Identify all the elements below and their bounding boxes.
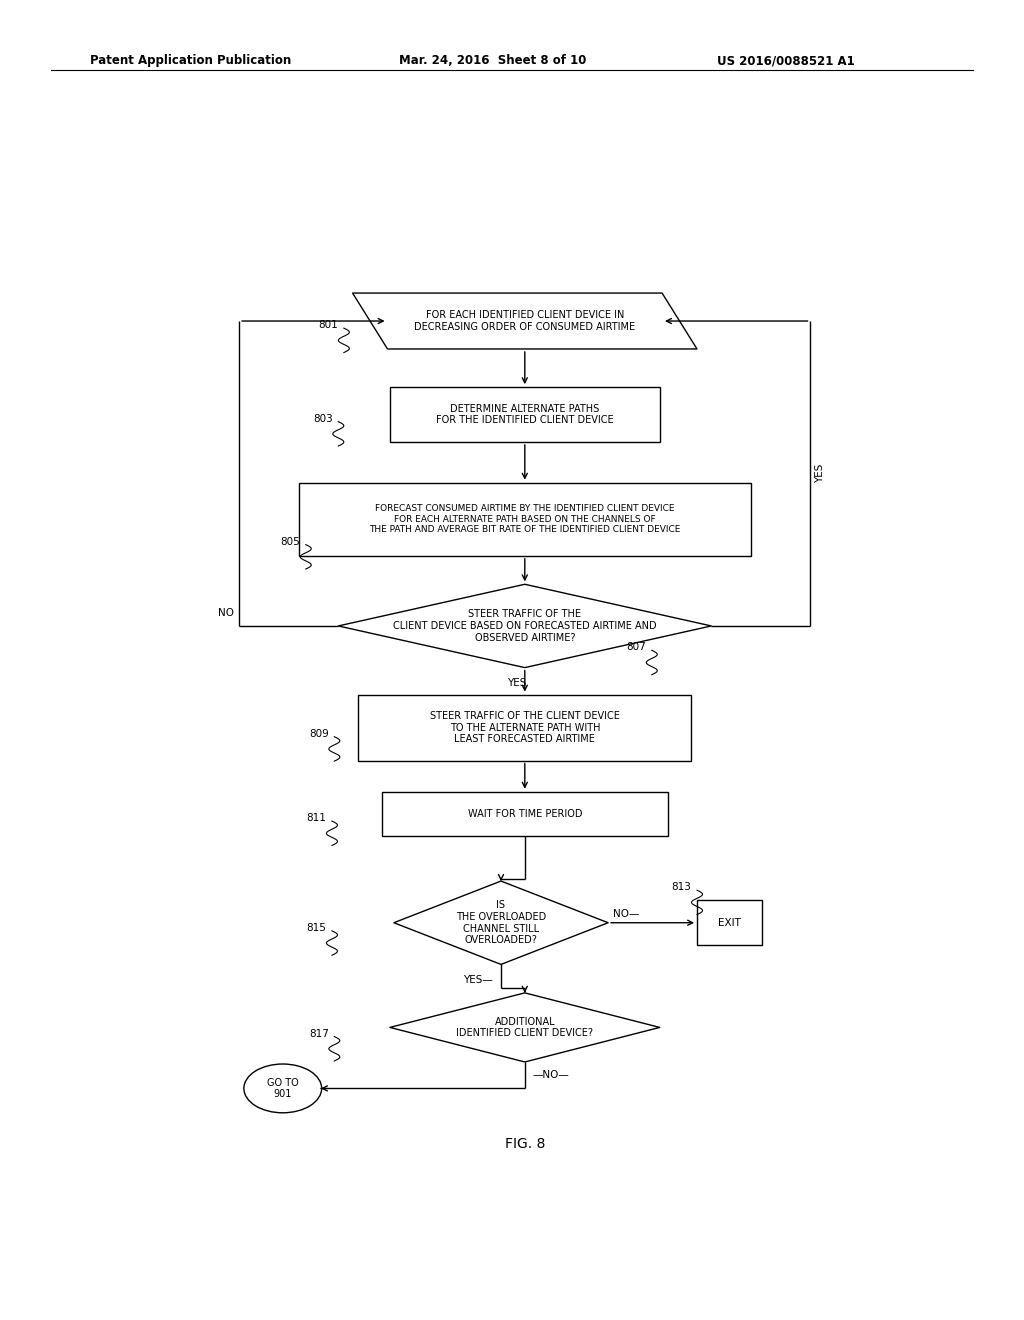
Text: Mar. 24, 2016  Sheet 8 of 10: Mar. 24, 2016 Sheet 8 of 10 xyxy=(399,54,587,67)
Text: NO—: NO— xyxy=(613,908,639,919)
Bar xyxy=(390,387,659,442)
Text: 815: 815 xyxy=(306,923,327,933)
Bar xyxy=(299,483,751,556)
Text: YES: YES xyxy=(507,677,526,688)
Bar xyxy=(358,694,691,760)
Text: EXIT: EXIT xyxy=(718,917,741,928)
Text: WAIT FOR TIME PERIOD: WAIT FOR TIME PERIOD xyxy=(468,809,582,818)
Text: IS
THE OVERLOADED
CHANNEL STILL
OVERLOADED?: IS THE OVERLOADED CHANNEL STILL OVERLOAD… xyxy=(456,900,546,945)
Text: YES: YES xyxy=(815,463,825,483)
Text: DETERMINE ALTERNATE PATHS
FOR THE IDENTIFIED CLIENT DEVICE: DETERMINE ALTERNATE PATHS FOR THE IDENTI… xyxy=(436,404,613,425)
Text: STEER TRAFFIC OF THE
CLIENT DEVICE BASED ON FORECASTED AIRTIME AND
OBSERVED AIRT: STEER TRAFFIC OF THE CLIENT DEVICE BASED… xyxy=(393,610,656,643)
Text: Patent Application Publication: Patent Application Publication xyxy=(90,54,292,67)
Text: ADDITIONAL
IDENTIFIED CLIENT DEVICE?: ADDITIONAL IDENTIFIED CLIENT DEVICE? xyxy=(457,1016,593,1039)
Text: STEER TRAFFIC OF THE CLIENT DEVICE
TO THE ALTERNATE PATH WITH
LEAST FORECASTED A: STEER TRAFFIC OF THE CLIENT DEVICE TO TH… xyxy=(430,711,620,744)
Text: FORECAST CONSUMED AIRTIME BY THE IDENTIFIED CLIENT DEVICE
FOR EACH ALTERNATE PAT: FORECAST CONSUMED AIRTIME BY THE IDENTIF… xyxy=(369,504,681,535)
Text: 803: 803 xyxy=(313,413,333,424)
Text: NO: NO xyxy=(218,607,234,618)
Text: —NO—: —NO— xyxy=(532,1071,569,1080)
Text: YES—: YES— xyxy=(463,974,494,985)
Text: 813: 813 xyxy=(672,882,691,892)
Text: FIG. 8: FIG. 8 xyxy=(505,1138,545,1151)
Text: 807: 807 xyxy=(627,643,646,652)
Text: 817: 817 xyxy=(309,1028,329,1039)
Text: 801: 801 xyxy=(318,321,338,330)
Bar xyxy=(697,900,762,945)
Text: 811: 811 xyxy=(306,813,327,824)
Text: GO TO
901: GO TO 901 xyxy=(267,1077,299,1100)
Text: 805: 805 xyxy=(281,537,300,546)
Bar xyxy=(382,792,668,837)
Text: FOR EACH IDENTIFIED CLIENT DEVICE IN
DECREASING ORDER OF CONSUMED AIRTIME: FOR EACH IDENTIFIED CLIENT DEVICE IN DEC… xyxy=(415,310,635,331)
Text: US 2016/0088521 A1: US 2016/0088521 A1 xyxy=(717,54,855,67)
Text: 809: 809 xyxy=(309,729,329,739)
